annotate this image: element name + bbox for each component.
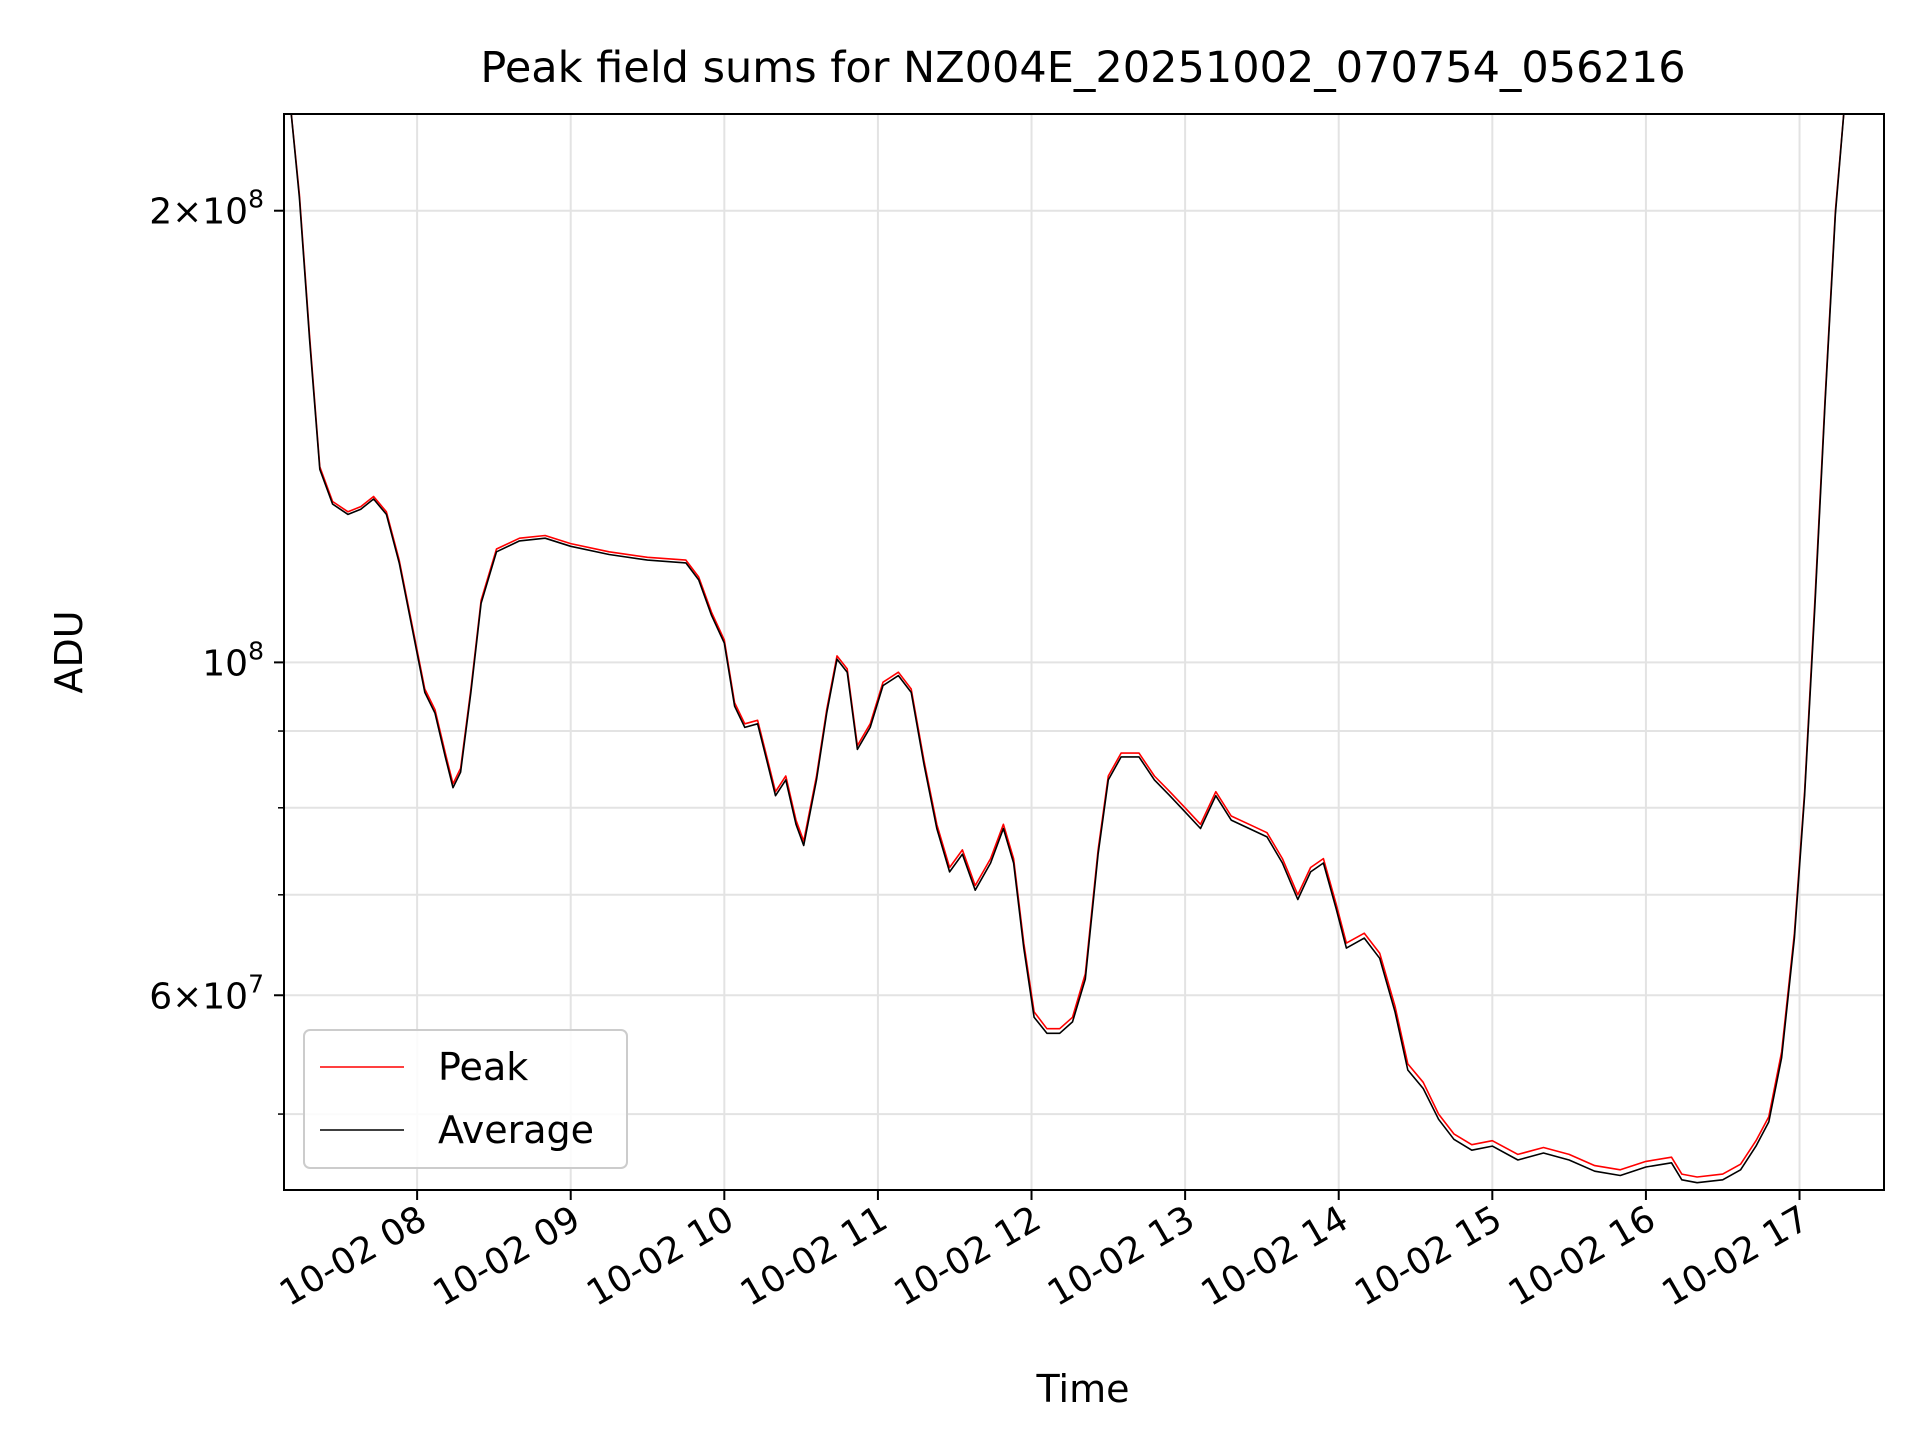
x-axis-label: Time [1036, 1367, 1130, 1411]
chart-title: Peak field sums for NZ004E_20251002_0707… [480, 43, 1685, 93]
y-axis-label: ADU [47, 610, 91, 693]
series-line-average [290, 114, 1845, 1184]
y-tick-mantissa: 6×10 [149, 976, 248, 1017]
y-tick-mantissa: 10 [202, 643, 248, 684]
y-tick-label: 108 [202, 636, 264, 684]
legend-label-peak: Peak [438, 1045, 528, 1089]
y-tick-exponent: 8 [248, 636, 264, 665]
y-tick-label: 2×108 [149, 185, 264, 233]
plot-frame [283, 113, 1885, 1191]
series-layer [290, 114, 1845, 1184]
y-tick-mantissa: 2×10 [149, 192, 248, 233]
legend-label-average: Average [438, 1108, 594, 1152]
grid [284, 114, 1884, 1190]
legend-box [303, 1029, 628, 1169]
legend: Peak Average [303, 1029, 628, 1169]
y-tick-label: 6×107 [149, 969, 264, 1017]
y-tick-exponent: 7 [248, 969, 264, 998]
y-tick-exponent: 8 [248, 185, 264, 214]
